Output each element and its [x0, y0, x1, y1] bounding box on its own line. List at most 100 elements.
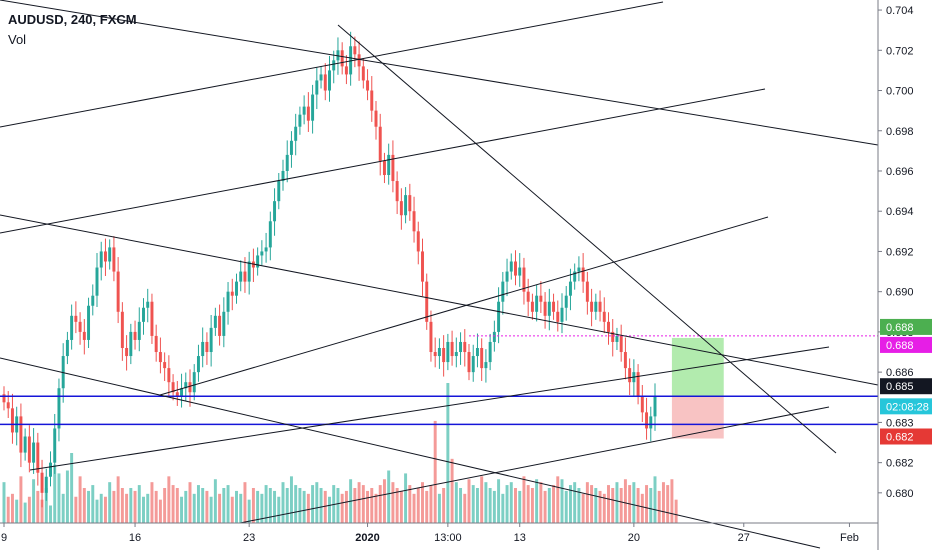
candle-body [544, 302, 547, 316]
candle-body [298, 115, 301, 127]
candle-body [404, 195, 407, 215]
channel-line-mid[interactable] [0, 89, 765, 233]
volume-bar [315, 482, 318, 523]
candle-body [286, 155, 289, 171]
candle-body [620, 336, 623, 352]
volume-bar [446, 383, 449, 523]
price-axis[interactable]: 0.704 0.702 0.700 0.698 0.696 0.694 0.692 0.690… [878, 0, 914, 550]
candle-body [248, 262, 251, 282]
candle-body [628, 368, 631, 382]
price-tick-label: 0.686 [886, 367, 914, 379]
volume-bar [586, 482, 589, 523]
candle-body [531, 302, 534, 312]
volume-bar [425, 491, 428, 523]
volume-bar [472, 485, 475, 523]
candle-body [417, 231, 420, 251]
loss-zone[interactable] [672, 396, 724, 438]
volume-bar [19, 476, 22, 523]
candle-body [383, 161, 386, 175]
volume-bar [7, 497, 10, 523]
volume-bar [231, 497, 234, 523]
volume-bar [239, 494, 242, 523]
volume-bar [387, 471, 390, 524]
candle-body [379, 127, 382, 161]
volume-bar [269, 488, 272, 523]
volume-bar [434, 421, 437, 523]
volume-bar [641, 494, 644, 523]
volume-bar [176, 488, 179, 523]
time-axis[interactable]: 9 16 23 2020 13:00 13 20 27 Feb [0, 523, 878, 544]
volume-bar [100, 494, 103, 523]
volume-bar [303, 491, 306, 523]
candle-body [599, 302, 602, 312]
candle-body [539, 296, 542, 302]
volume-bar [307, 494, 310, 523]
volume-bar [476, 488, 479, 523]
volume-bar [243, 482, 246, 523]
volume-bar [455, 482, 458, 523]
candle-body [649, 416, 652, 428]
volume-bar [531, 488, 534, 523]
candle-body [231, 292, 234, 296]
volume-bar [366, 491, 369, 523]
volume-bar [336, 488, 339, 523]
candle-body [32, 443, 35, 463]
candle-body [527, 292, 530, 302]
trendline-upper-descending[interactable] [0, 0, 878, 145]
candle-body [468, 352, 471, 372]
candle-body [556, 312, 559, 322]
volume-bar [298, 488, 301, 523]
price-tick-label: 0.702 [886, 45, 914, 57]
candle-body [535, 296, 538, 312]
volume-bar [180, 497, 183, 523]
candle-body [49, 463, 52, 477]
volume-bar [497, 479, 500, 523]
volume-bar [480, 476, 483, 523]
candle-body [476, 348, 479, 356]
volume-bar [413, 494, 416, 523]
position-zones[interactable] [672, 338, 724, 439]
candle-body [235, 282, 238, 296]
candle-body [197, 356, 200, 372]
volume-bar [670, 479, 673, 523]
channel-line-top[interactable] [0, 2, 663, 127]
price-tick-label: 0.683 [886, 417, 914, 429]
candle-body [74, 316, 77, 322]
price-tick-label: 0.680 [886, 488, 914, 500]
candle-body [41, 473, 44, 493]
candle-body [19, 416, 22, 452]
volume-bar [104, 497, 107, 523]
candle-body [269, 221, 272, 247]
volume-bar [620, 488, 623, 523]
candle-body [396, 181, 399, 201]
time-tick-label: 2020 [355, 532, 379, 544]
candle-body [641, 396, 644, 412]
candle-body [112, 247, 115, 271]
volume-bar [66, 471, 69, 524]
volume-bar [57, 473, 60, 523]
volume-bar [666, 485, 669, 523]
volume-bar [624, 479, 627, 523]
volume-bar [3, 482, 6, 523]
candle-body [358, 54, 361, 66]
candle-body [577, 268, 580, 272]
volume-bar [294, 485, 297, 523]
candle-body [413, 211, 416, 231]
candle-body [205, 342, 208, 352]
candle-body [332, 60, 335, 70]
candle-body [70, 316, 73, 340]
volume-bar [611, 488, 614, 523]
volume-bar [459, 488, 462, 523]
volume-bar [552, 485, 555, 523]
candle-body [11, 408, 14, 432]
volume-bar [408, 485, 411, 523]
drawn-lines[interactable] [0, 0, 878, 548]
candle-body [510, 262, 513, 272]
volume-bar [197, 485, 200, 523]
time-tick-label: 16 [129, 532, 141, 544]
candle-body [514, 262, 517, 276]
volume-bar [649, 488, 652, 523]
volume-bar [167, 476, 170, 523]
candle-body [370, 91, 373, 111]
